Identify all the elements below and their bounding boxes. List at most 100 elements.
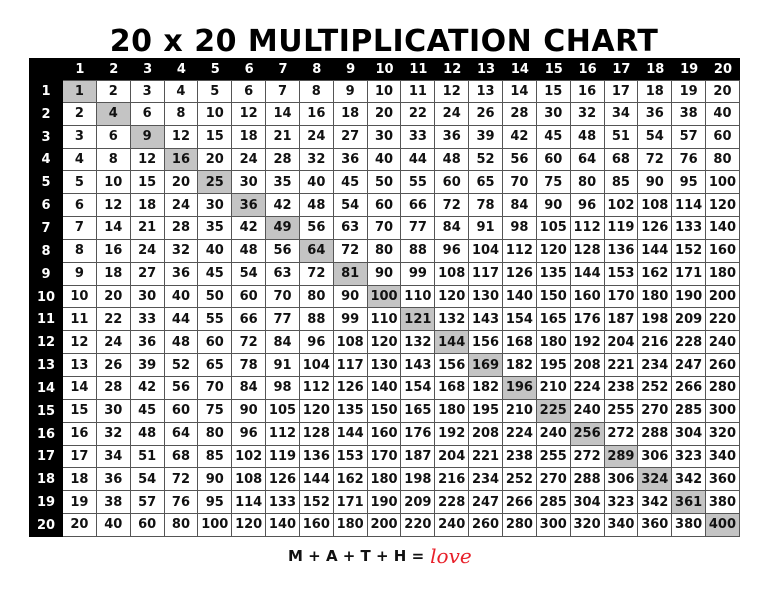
column-header: 10 [375,61,394,77]
diagonal-cell: 36 [232,194,267,218]
table-cell: 6 [232,80,267,103]
table-cell: 30 [96,399,131,423]
table-cell: 10 [63,285,97,309]
diagonal-cell: 64 [299,239,334,263]
table-cell: 80 [299,285,334,309]
table-cell: 105 [536,217,571,240]
table-cell: 14 [502,80,537,103]
table-cell: 24 [435,102,470,126]
column-header: 5 [210,61,220,77]
table-cell: 144 [638,239,673,263]
table-cell: 80 [367,239,402,263]
table-cell: 136 [604,239,639,263]
table-cell: 57 [672,125,707,149]
table-cell: 80 [164,514,199,537]
table-cell: 65 [469,171,503,195]
table-cell: 45 [536,125,571,149]
table-cell: 28 [502,102,537,126]
table-cell: 52 [469,148,503,172]
table-cell: 187 [604,308,639,332]
table-cell: 224 [570,376,605,400]
row-header: 16 [36,426,56,442]
column-header: 6 [244,61,254,77]
table-cell: 40 [96,514,131,537]
table-cell: 160 [299,514,334,537]
table-cell: 117 [333,354,368,377]
table-cell: 112 [570,217,605,240]
table-cell: 247 [469,491,503,515]
table-cell: 104 [469,239,503,263]
table-cell: 220 [706,308,740,332]
table-cell: 208 [570,354,605,377]
table-cell: 57 [130,491,165,515]
table-cell: 195 [469,399,503,423]
table-cell: 18 [232,125,267,149]
table-cell: 66 [232,308,267,332]
table-cell: 234 [469,468,503,492]
table-cell: 14 [96,217,131,240]
table-cell: 171 [672,262,707,286]
row-header: 18 [36,472,56,488]
table-cell: 104 [299,354,334,377]
table-cell: 130 [469,285,503,309]
row-header: 15 [36,403,56,419]
table-cell: 126 [333,376,368,400]
table-cell: 162 [333,468,368,492]
table-cell: 70 [266,285,300,309]
table-cell: 133 [672,217,707,240]
table-cell: 195 [536,354,571,377]
table-cell: 240 [706,331,740,355]
table-cell: 66 [401,194,436,218]
table-cell: 156 [469,331,503,355]
table-cell: 204 [435,445,470,469]
table-cell: 36 [333,148,368,172]
table-cell: 90 [638,171,673,195]
table-cell: 45 [333,171,368,195]
table-cell: 4 [164,80,199,103]
table-cell: 234 [638,354,673,377]
table-cell: 120 [299,399,334,423]
table-cell: 280 [706,376,740,400]
table-cell: 91 [469,217,503,240]
table-cell: 288 [638,422,673,446]
table-cell: 18 [63,468,97,492]
table-cell: 180 [536,331,571,355]
column-header: 16 [578,61,597,77]
table-cell: 54 [333,194,368,218]
table-cell: 90 [232,399,267,423]
table-cell: 168 [435,376,470,400]
diagonal-cell: 289 [604,445,639,469]
diagonal-cell: 49 [266,217,300,240]
table-cell: 7 [266,80,300,103]
table-cell: 40 [164,285,199,309]
row-header: 5 [41,175,51,191]
table-cell: 90 [367,262,402,286]
diagonal-cell: 100 [367,285,402,309]
table-cell: 20 [96,285,131,309]
table-cell: 180 [638,285,673,309]
row-header: 12 [36,335,56,351]
table-cell: 48 [232,239,267,263]
table-cell: 54 [232,262,267,286]
table-cell: 102 [604,194,639,218]
table-cell: 72 [638,148,673,172]
row-header: 20 [36,517,56,533]
table-cell: 120 [232,514,267,537]
table-cell: 208 [469,422,503,446]
table-cell: 16 [63,422,97,446]
table-cell: 54 [130,468,165,492]
table-cell: 36 [164,262,199,286]
table-cell: 33 [130,308,165,332]
table-cell: 27 [130,262,165,286]
table-cell: 19 [672,80,707,103]
table-cell: 198 [401,468,436,492]
table-cell: 200 [706,285,740,309]
table-cell: 120 [536,239,571,263]
table-cell: 40 [198,239,233,263]
table-cell: 40 [706,102,740,126]
table-cell: 2 [63,102,97,126]
table-cell: 85 [604,171,639,195]
table-cell: 17 [604,80,639,103]
table-cell: 108 [435,262,470,286]
diagonal-cell: 225 [536,399,571,423]
